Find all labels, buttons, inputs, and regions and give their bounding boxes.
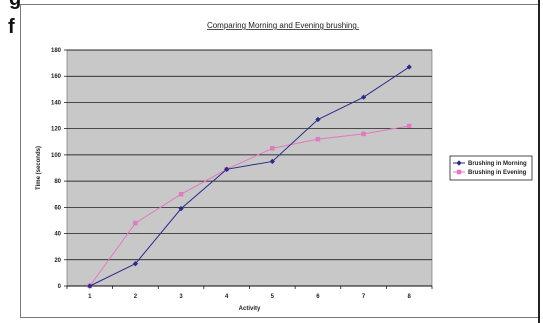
x-tick-label: 7: [362, 294, 366, 300]
data-point-square: [133, 220, 138, 226]
series-brushing-in-morning: [87, 64, 412, 289]
series-line: [89, 66, 410, 287]
y-tick-label: 20: [54, 258, 61, 264]
y-tick-label: 140: [51, 100, 62, 106]
x-tick-label: 8: [408, 294, 412, 300]
x-tick-label: 6: [316, 294, 320, 300]
y-tick-label: 180: [51, 48, 62, 54]
y-axis-ticks: 0 20 40 60 80 100 120 140 160 180: [51, 48, 67, 290]
data-point-diamond: [223, 166, 230, 173]
y-tick-label: 80: [54, 179, 61, 185]
data-point-square: [406, 123, 412, 129]
series-group: [87, 64, 412, 289]
data-point-diamond: [269, 158, 276, 165]
background-glyph-top: g: [9, 0, 21, 11]
data-point-diamond: [87, 283, 93, 289]
series-line: [89, 125, 410, 287]
data-point-square: [178, 191, 184, 197]
data-point-diamond: [456, 160, 462, 166]
data-point-square: [456, 169, 462, 175]
y-tick-label: 120: [51, 127, 62, 133]
x-tick-label: 1: [88, 294, 92, 300]
x-tick-label: 4: [225, 294, 229, 300]
window-right-edge: [538, 0, 540, 323]
data-point-diamond: [360, 94, 367, 100]
plot-area: [66, 49, 433, 287]
y-tick-label: 100: [51, 153, 62, 159]
x-axis-ticks: 1 2 3 4 5 6 7 8: [66, 285, 433, 300]
y-tick-label: 60: [54, 205, 61, 211]
legend-label: Brushing in Morning: [468, 161, 527, 167]
data-point-diamond: [315, 116, 321, 123]
data-point-diamond: [178, 205, 184, 212]
x-axis-label: Activity: [239, 306, 261, 312]
y-tick-label: 0: [58, 284, 62, 290]
legend-box: [449, 155, 533, 181]
data-point-diamond: [132, 260, 139, 267]
y-axis-label: Time (seconds): [36, 146, 42, 190]
x-tick-label: 5: [271, 294, 275, 300]
x-tick-label: 3: [179, 294, 183, 300]
data-point-square: [270, 146, 275, 151]
x-tick-label: 2: [134, 294, 138, 300]
data-point-square: [315, 136, 321, 142]
legend: Brushing in Morning Brushing in Evening: [449, 155, 533, 181]
chart-title: Comparing Morning and Evening brushing.: [207, 21, 359, 30]
data-point-diamond: [406, 64, 412, 70]
y-tick-label: 40: [54, 232, 61, 238]
legend-label: Brushing in Evening: [468, 170, 527, 176]
data-point-square: [361, 131, 366, 137]
background-glyph-mid: f: [8, 16, 15, 38]
y-tick-label: 160: [51, 74, 62, 80]
